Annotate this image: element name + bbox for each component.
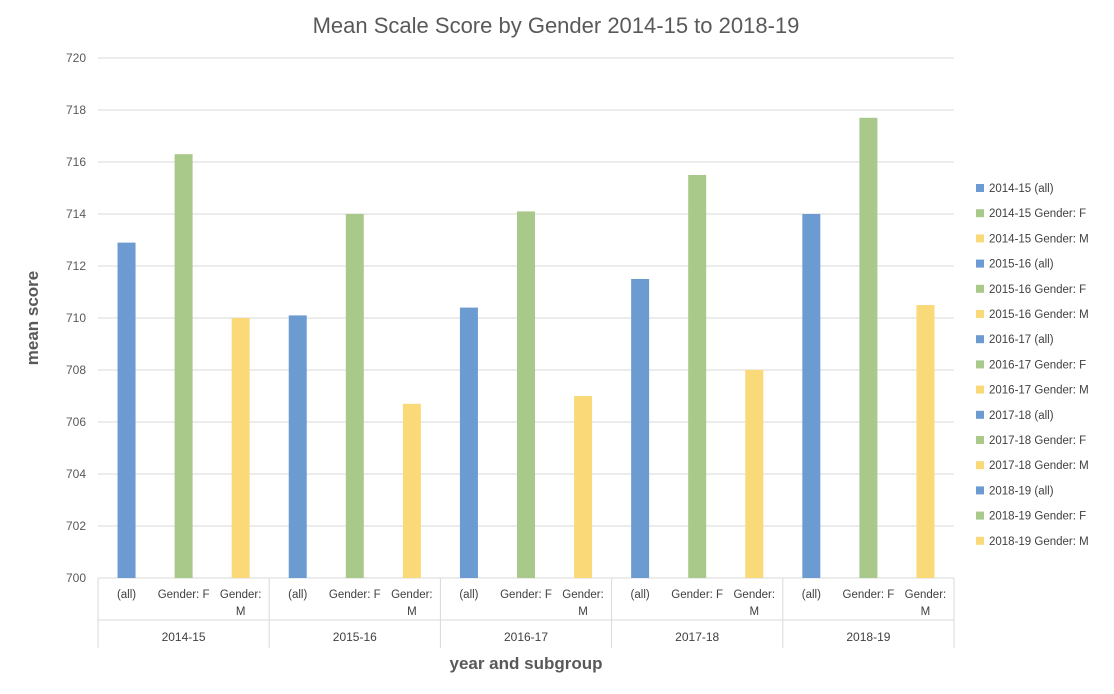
y-tick-label: 700 [66,571,86,585]
legend-swatch [976,360,984,369]
x-category-label: Gender: F [329,589,381,601]
y-tick-label: 710 [66,311,86,325]
x-category-label: Gender: [905,589,947,601]
x-group-label: 2018-19 [846,630,890,644]
x-category-label: M [578,606,588,618]
x-category-label: (all) [117,589,136,601]
legend-label: 2018-19 Gender: F [989,511,1086,523]
legend-label: 2014-15 (all) [989,183,1054,195]
bar-2014-15-female [174,154,193,578]
x-group-label: 2017-18 [675,630,719,644]
legend-label: 2016-17 Gender: M [989,385,1089,397]
y-tick-label: 704 [66,467,86,481]
legend-label: 2015-16 (all) [989,259,1054,271]
x-category-label: (all) [631,589,650,601]
y-tick-label: 716 [66,155,86,169]
legend-label: 2015-16 Gender: M [989,309,1089,321]
legend-label: 2014-15 Gender: M [989,233,1089,245]
bar-2017-18-male [745,370,764,578]
x-category-label: M [407,606,417,618]
y-tick-label: 706 [66,415,86,429]
bar-2014-15-male [231,318,250,578]
y-tick-label: 714 [66,207,86,221]
legend-swatch [976,284,984,293]
legend-swatch [976,184,984,192]
legend-swatch [976,486,984,495]
x-category-label: M [236,606,246,618]
y-axis-title: mean score [23,271,42,366]
bar-2017-18-female [688,175,707,578]
x-category-label: Gender: [562,589,604,601]
legend-label: 2014-15 Gender: F [989,208,1086,220]
bar-2014-15-all [117,242,136,578]
legend-label: 2016-17 Gender: F [989,359,1086,371]
chart-title: Mean Scale Score by Gender 2014-15 to 20… [313,13,800,38]
x-category-label: Gender: [733,589,775,601]
y-tick-label: 718 [66,103,86,117]
bar-2018-19-all [802,214,821,578]
legend-label: 2017-18 Gender: F [989,435,1086,447]
x-category-label: Gender: F [158,589,210,601]
legend-swatch [976,234,984,243]
y-tick-label: 712 [66,259,86,273]
legend-label: 2016-17 (all) [989,334,1054,346]
x-group-label: 2015-16 [333,630,377,644]
x-category-label: M [921,606,931,618]
bar-2016-17-all [459,307,478,578]
x-category-label: (all) [288,589,307,601]
x-category-label: Gender: [391,589,433,601]
legend-label: 2018-19 (all) [989,485,1054,497]
bar-2018-19-male [916,305,935,578]
x-category-label: Gender: F [500,589,552,601]
legend-swatch [976,209,984,218]
bar-2016-17-male [574,396,593,578]
bar-2016-17-female [517,211,535,578]
x-axis-categories: (all) Gender: F Gender: M 2014-15 (all) Gender… [97,578,955,648]
x-category-label: (all) [802,589,821,601]
legend-swatch [976,511,984,520]
y-tick-label: 708 [66,363,86,377]
legend-swatch [976,536,984,545]
legend-label: 2017-18 (all) [989,410,1054,422]
x-category-label: (all) [459,589,478,601]
legend-swatch [976,259,984,268]
x-category-label: M [749,606,759,618]
legend: 2014-15 (all) 2014-15 Gender: F 2014-15 Ge… [976,183,1089,548]
legend-swatch [976,310,984,318]
legend-swatch [976,461,984,470]
x-group-label: 2016-17 [504,630,548,644]
x-category-label: Gender: F [671,589,723,601]
bar-2015-16-all [288,315,307,578]
bar-2015-16-female [345,214,364,578]
legend-swatch [976,436,984,444]
legend-label: 2018-19 Gender: M [989,536,1089,548]
bar-2017-18-all [631,279,650,578]
y-tick-label: 702 [66,519,86,533]
legend-label: 2015-16 Gender: F [989,284,1086,296]
y-axis-ticks: 700 702 704 706 708 710 712 714 716 718 720 [66,51,86,585]
x-axis-title: year and subgroup [449,654,602,673]
x-category-label: Gender: F [843,589,895,601]
x-category-label: Gender: [220,589,262,601]
legend-label: 2017-18 Gender: M [989,460,1089,472]
bar-2018-19-female [859,117,878,579]
x-group-label: 2014-15 [162,630,206,644]
legend-swatch [976,410,984,419]
bars [117,117,935,579]
y-tick-label: 720 [66,51,86,65]
legend-swatch [976,335,984,344]
bar-2015-16-male [402,403,421,578]
legend-swatch [976,385,984,394]
